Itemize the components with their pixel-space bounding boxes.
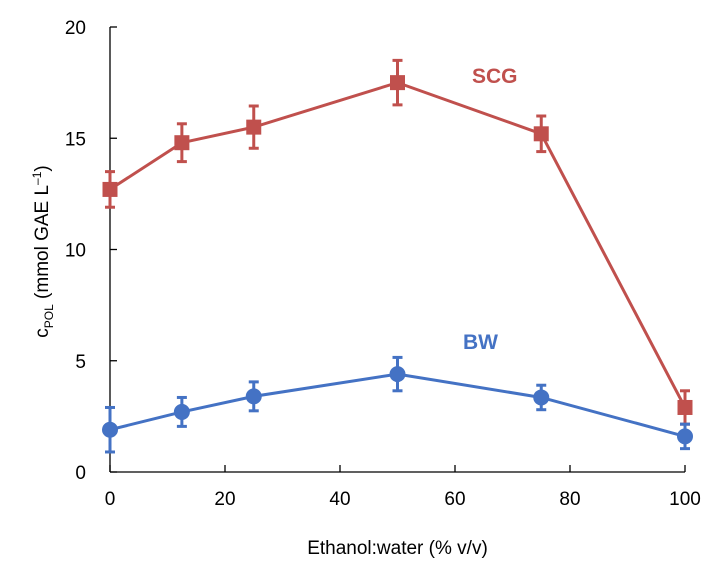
y-axis-title-close: ) bbox=[32, 165, 53, 171]
y-tick-label: 20 bbox=[65, 18, 86, 39]
x-axis-title: Ethanol:water (% v/v) bbox=[307, 538, 488, 559]
y-tick-label: 0 bbox=[75, 463, 86, 484]
y-tick-label: 5 bbox=[75, 352, 86, 373]
y-axis-title-suffix: (mmol GAE L bbox=[32, 185, 53, 304]
x-tick-label: 0 bbox=[105, 489, 116, 510]
series-label-scg: SCG bbox=[472, 65, 518, 88]
data-point-scg bbox=[533, 126, 549, 142]
y-axis-title-superscript: –1 bbox=[30, 171, 44, 185]
data-point-scg bbox=[246, 119, 262, 135]
y-axis-title: cPOL (mmol GAE L–1) bbox=[30, 165, 56, 338]
x-tick-label: 40 bbox=[329, 489, 350, 510]
series-scg bbox=[102, 58, 693, 426]
series-line-scg bbox=[109, 81, 687, 409]
x-tick-label: 60 bbox=[444, 489, 465, 510]
x-tick-label: 80 bbox=[559, 489, 580, 510]
x-tick-label: 100 bbox=[669, 489, 701, 510]
y-tick-label: 15 bbox=[65, 129, 86, 150]
data-point-bw bbox=[173, 403, 190, 420]
data-point-bw bbox=[245, 388, 262, 405]
axes: 0 5 10 15 20 0 20 40 60 80 100 bbox=[65, 18, 701, 510]
data-point-bw bbox=[533, 389, 550, 406]
data-point-bw bbox=[389, 366, 406, 383]
data-series bbox=[102, 58, 693, 454]
data-point-scg bbox=[102, 181, 118, 197]
data-point-scg bbox=[390, 75, 405, 91]
y-tick-label: 10 bbox=[65, 241, 86, 262]
data-point-scg bbox=[677, 399, 693, 415]
data-point-bw bbox=[677, 428, 693, 445]
series-bw bbox=[102, 355, 693, 454]
series-label-bw: BW bbox=[463, 331, 498, 354]
data-point-scg bbox=[174, 135, 190, 151]
series-line-bw bbox=[109, 372, 686, 438]
x-tick-label: 20 bbox=[214, 489, 235, 510]
y-axis-title-prefix: c bbox=[32, 328, 53, 338]
data-point-bw bbox=[102, 421, 118, 438]
y-axis-title-subscript: POL bbox=[42, 304, 56, 328]
